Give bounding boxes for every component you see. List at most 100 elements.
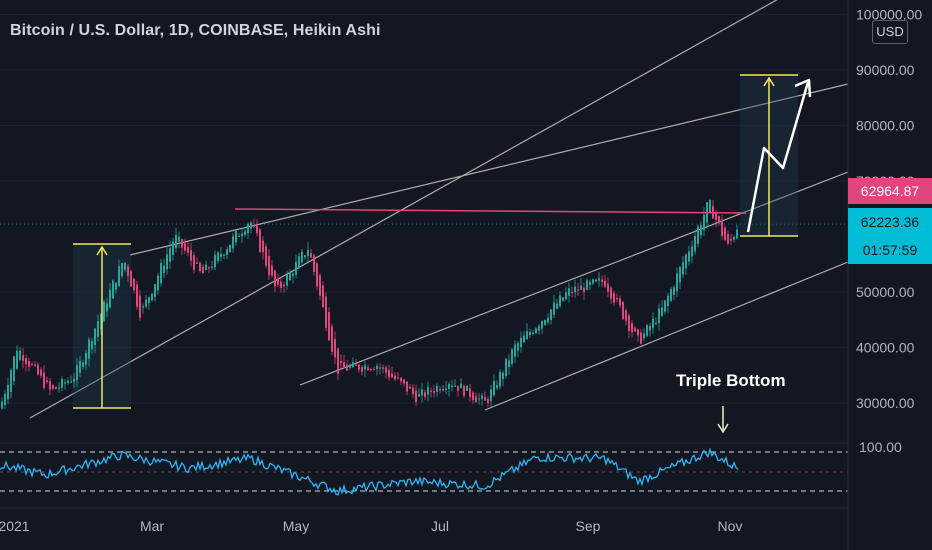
candle-body	[346, 364, 348, 371]
candle-body	[616, 297, 618, 300]
candle-body	[646, 325, 648, 336]
candle-body	[445, 388, 447, 390]
candle-body	[163, 265, 165, 274]
price-tick-label: 30000.00	[856, 395, 915, 411]
candle-body	[379, 367, 381, 369]
candle-body	[220, 254, 222, 257]
price-grid	[0, 14, 848, 404]
candle-body	[697, 226, 699, 244]
candle-body	[571, 291, 573, 294]
price-tick-label: 40000.00	[856, 340, 915, 356]
channel-line-mid-lower	[299, 171, 849, 386]
candle-body	[151, 293, 153, 301]
candle-body	[469, 388, 471, 397]
candle-body	[376, 365, 378, 370]
candle-body	[691, 246, 693, 257]
candle-body	[19, 350, 21, 360]
time-tick-label: 2021	[0, 518, 30, 534]
candle-body	[130, 270, 132, 287]
candle-body	[409, 386, 411, 389]
candle-body	[97, 321, 99, 337]
candle-body	[424, 392, 426, 397]
bar-countdown: 01:57:59	[862, 242, 918, 258]
candle-body	[337, 348, 339, 374]
candle-body	[190, 249, 192, 261]
candle-body	[145, 299, 147, 307]
candle-body	[16, 350, 18, 369]
candle-body	[184, 243, 186, 251]
candle-body	[64, 382, 66, 384]
candle-body	[286, 274, 288, 286]
candle-body	[127, 266, 129, 276]
candle-body	[562, 297, 564, 301]
candle-body	[406, 381, 408, 392]
candle-body	[637, 329, 639, 336]
channel-line-mid-upper	[129, 83, 849, 256]
candle-body	[109, 289, 111, 308]
candle-body	[262, 240, 264, 253]
candle-body	[40, 369, 42, 376]
resistance-line[interactable]	[234, 208, 747, 214]
candle-body	[10, 370, 12, 393]
candle-body	[319, 274, 321, 296]
candle-body	[52, 385, 54, 389]
candle-body	[34, 364, 36, 366]
candle-body	[463, 385, 465, 396]
candle-body	[43, 372, 45, 388]
candle-body	[136, 284, 138, 307]
candle-body	[394, 375, 396, 380]
candle-body	[82, 362, 84, 367]
candle-body	[454, 385, 456, 387]
candle-body	[652, 318, 654, 329]
candle-body	[325, 296, 327, 328]
candle-body	[436, 386, 438, 392]
candle-body	[700, 225, 702, 236]
candle-body	[253, 225, 255, 227]
candle-body	[472, 392, 474, 401]
currency-button[interactable]: USD	[872, 20, 908, 44]
candle-body	[628, 315, 630, 332]
candle-body	[238, 235, 240, 238]
candle-body	[301, 251, 303, 263]
candle-body	[688, 251, 690, 262]
candle-body	[718, 216, 720, 224]
candle-body	[574, 286, 576, 293]
candle-body	[361, 367, 363, 372]
candle-body	[418, 394, 420, 397]
candle-body	[292, 273, 294, 277]
candle-body	[466, 385, 468, 391]
candle-body	[100, 313, 102, 330]
price-tick-label: 90000.00	[856, 62, 915, 78]
candle-body	[724, 227, 726, 241]
candle-body	[475, 396, 477, 403]
candle-body	[499, 371, 501, 387]
price-tick-label: 50000.00	[856, 284, 915, 300]
candle-body	[613, 293, 615, 303]
time-axis[interactable]: 2021 Mar May Jul Sep Nov	[0, 518, 742, 534]
measure-left[interactable]	[73, 243, 131, 409]
candle-body	[199, 262, 201, 272]
last-price-value: 62223.36	[860, 214, 920, 230]
candle-body	[274, 270, 276, 287]
candle-body	[364, 365, 366, 370]
candle-body	[229, 244, 231, 253]
candle-body	[328, 312, 330, 341]
candle-body	[61, 378, 63, 388]
projection-arrow[interactable]	[746, 78, 812, 233]
candle-body	[502, 372, 504, 380]
channel-line-upper	[29, 0, 778, 419]
candle-body	[583, 287, 585, 293]
channel-lines[interactable]	[29, 0, 849, 419]
candle-body	[133, 278, 135, 291]
measure-right[interactable]	[740, 74, 798, 237]
candle-body	[277, 278, 279, 285]
candle-body	[478, 398, 480, 400]
candle-body	[484, 397, 486, 401]
candle-body	[118, 266, 120, 287]
candle-body	[244, 231, 246, 235]
candle-body	[343, 362, 345, 368]
candle-body	[580, 285, 582, 290]
rsi-axis-top-label: 100.00	[859, 439, 902, 455]
candle-body	[619, 298, 621, 306]
